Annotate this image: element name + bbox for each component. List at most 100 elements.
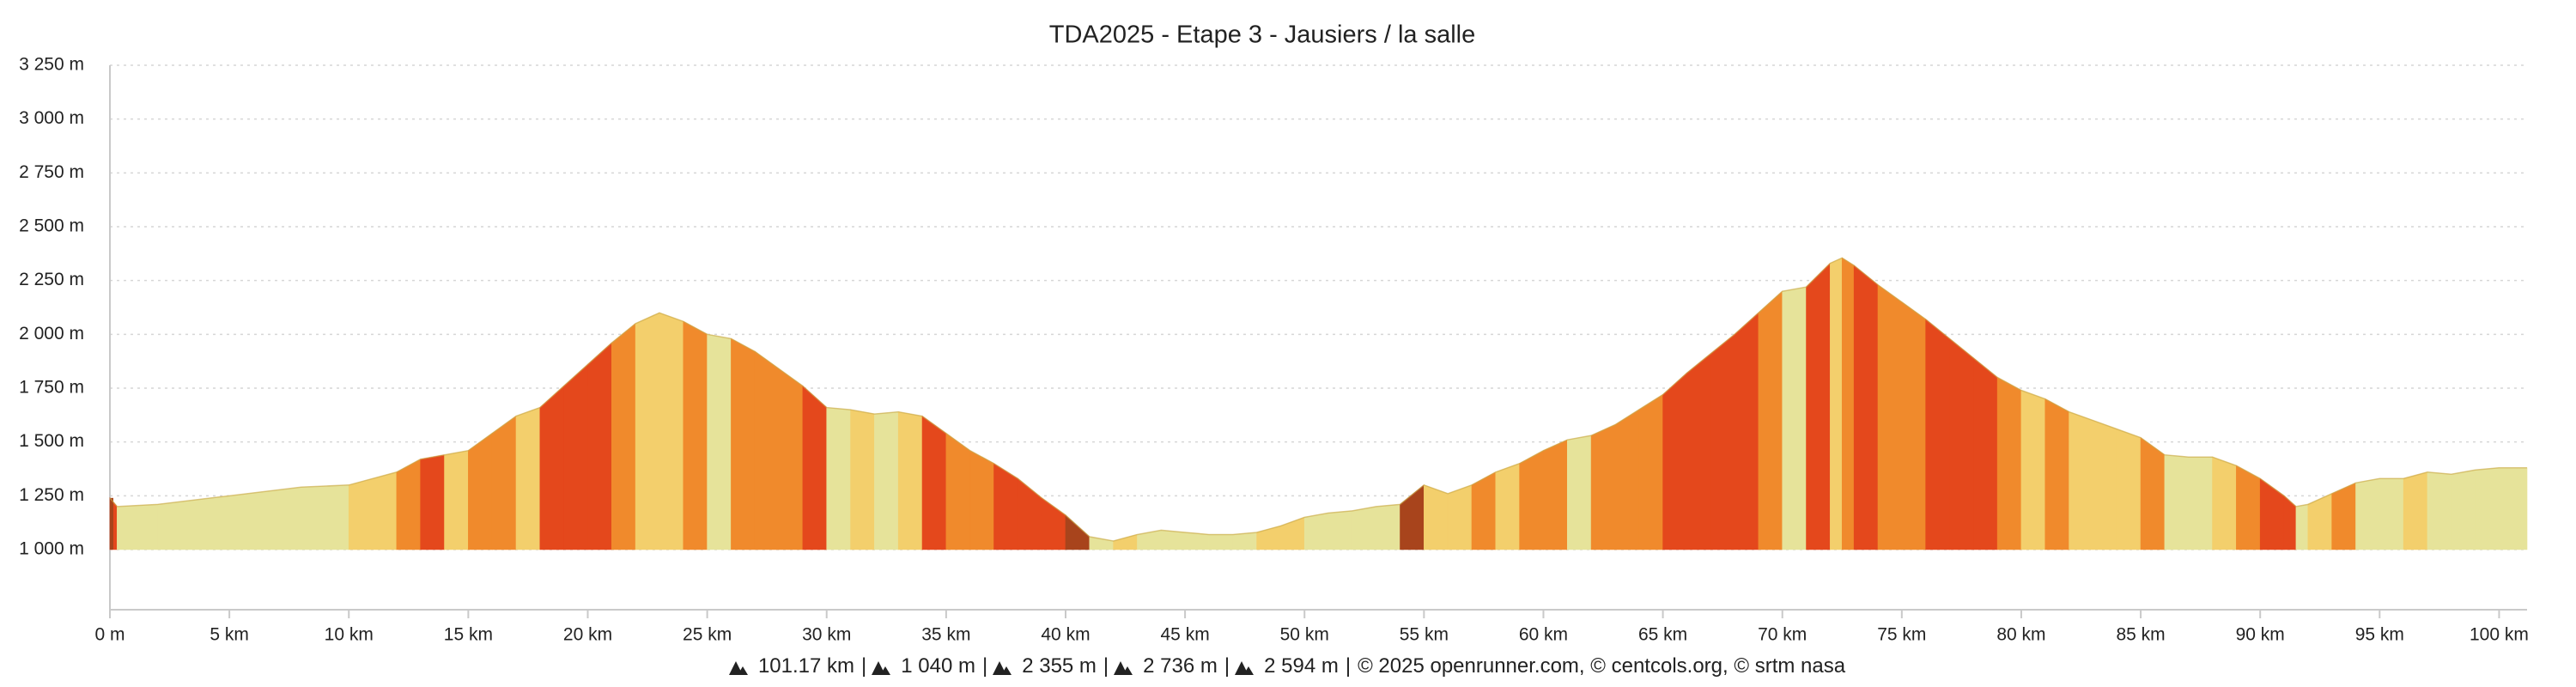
stat: 2 736 m [1143, 654, 1218, 678]
slope-segment [2403, 471, 2428, 550]
x-tick-label: 85 km [2116, 625, 2165, 645]
slope-segment [754, 350, 780, 550]
x-tick-label: 100 km [2470, 625, 2529, 645]
slope-segment [2069, 411, 2093, 550]
slope-segment [1495, 463, 1520, 550]
slope-segment [1543, 439, 1568, 550]
stat-icon [993, 661, 1012, 675]
slope-segment [2093, 420, 2117, 550]
slope-segment [921, 416, 947, 550]
slope-segment [826, 407, 851, 550]
separator: | [1345, 654, 1352, 678]
x-tick-label: 60 km [1519, 625, 1568, 645]
slope-segment [1925, 319, 1950, 550]
slope-segment [1877, 284, 1903, 550]
x-tick-label: 65 km [1638, 625, 1687, 645]
slope-segment [2307, 493, 2332, 550]
slope-segment [1208, 534, 1234, 550]
separator: | [981, 654, 988, 678]
slope-segment [945, 433, 970, 550]
slope-segment [1590, 424, 1616, 550]
slope-segment [1184, 532, 1210, 550]
slope-segment [2499, 467, 2528, 550]
slope-segment [731, 337, 756, 550]
stat: 101.17 km [757, 654, 855, 678]
slope-segment [1901, 301, 1926, 550]
slope-segment [778, 368, 804, 550]
slope-segment [228, 486, 301, 550]
stat: 1 040 m [901, 654, 975, 678]
slope-segment [1303, 513, 1329, 550]
slope-segment [1638, 393, 1663, 550]
stat: 2 355 m [1022, 654, 1097, 678]
y-tick-label: 3 250 m [19, 55, 84, 75]
slope-segment [539, 385, 564, 550]
slope-segment [2331, 482, 2356, 550]
slope-segment [1113, 534, 1138, 550]
y-tick-label: 2 250 m [19, 270, 84, 289]
profile [109, 257, 2528, 550]
slope-segment [1232, 532, 1257, 550]
slope-segment [1710, 333, 1735, 550]
slope-segment [2451, 469, 2476, 550]
slope-segment [1065, 514, 1091, 550]
stat-icon [728, 661, 748, 675]
slope-segment [2164, 454, 2190, 550]
x-tick-label: 55 km [1400, 625, 1449, 645]
slope-segment [1758, 290, 1783, 550]
slope-segment [396, 459, 422, 550]
slope-segment [1424, 484, 1449, 550]
slope-segment [2427, 471, 2452, 550]
x-tick-label: 75 km [1877, 625, 1926, 645]
slope-segment [1327, 510, 1353, 550]
slope-segment [1447, 484, 1473, 550]
chart: TDA2025 - Etape 3 - Jausiers / la salle … [19, 21, 2529, 645]
slope-segment [897, 411, 923, 550]
slope-segment [1996, 376, 2022, 550]
x-tick-label: 30 km [802, 625, 851, 645]
chart-title: TDA2025 - Etape 3 - Jausiers / la salle [1049, 21, 1475, 49]
y-tick-label: 2 500 m [19, 216, 84, 236]
x-tick-label: 15 km [444, 625, 493, 645]
y-tick-label: 1 500 m [19, 431, 84, 451]
x-tick-label: 95 km [2355, 625, 2404, 645]
slope-segment [1830, 257, 1843, 550]
slope-segment [1853, 264, 1879, 550]
slope-segment [444, 450, 469, 550]
y-tick-label: 1 750 m [19, 378, 84, 398]
slope-segment [1782, 286, 1807, 550]
slope-segment [1806, 262, 1831, 550]
slope-segment [2044, 398, 2069, 550]
stat: 2 594 m [1264, 654, 1339, 678]
slope-segment [1352, 506, 1376, 550]
x-tick-label: 50 km [1280, 625, 1329, 645]
slope-segment [2355, 477, 2380, 550]
slope-segment [2475, 467, 2500, 550]
x-tick-label: 70 km [1758, 625, 1807, 645]
slope-segment [802, 385, 828, 550]
slope-segment [659, 312, 684, 550]
slope-segment [2295, 504, 2309, 550]
y-tick-label: 2 000 m [19, 324, 84, 344]
x-tick-label: 40 km [1041, 625, 1090, 645]
x-tick-label: 80 km [1996, 625, 2045, 645]
slope-segment [1566, 435, 1592, 550]
separator: | [1224, 654, 1230, 678]
slope-segment [2379, 477, 2404, 550]
slope-segment [1686, 353, 1711, 550]
slope-segment [301, 484, 349, 550]
credits: © 2025 openrunner.com, © centcols.org, ©… [1358, 654, 1846, 678]
x-tick-label: 90 km [2236, 625, 2285, 645]
slope-segment [1841, 257, 1855, 550]
slope-segment [157, 495, 230, 550]
slope-segment [1041, 497, 1066, 550]
y-tick-label: 2 750 m [19, 162, 84, 182]
slope-segment [1376, 504, 1400, 550]
slope-segment [1949, 337, 1974, 550]
x-tick-label: 5 km [210, 625, 249, 645]
slope-segment [1973, 357, 1998, 550]
slope-segment [1662, 372, 1687, 550]
y-tick-label: 3 000 m [19, 108, 84, 128]
slope-segment [2116, 429, 2142, 550]
